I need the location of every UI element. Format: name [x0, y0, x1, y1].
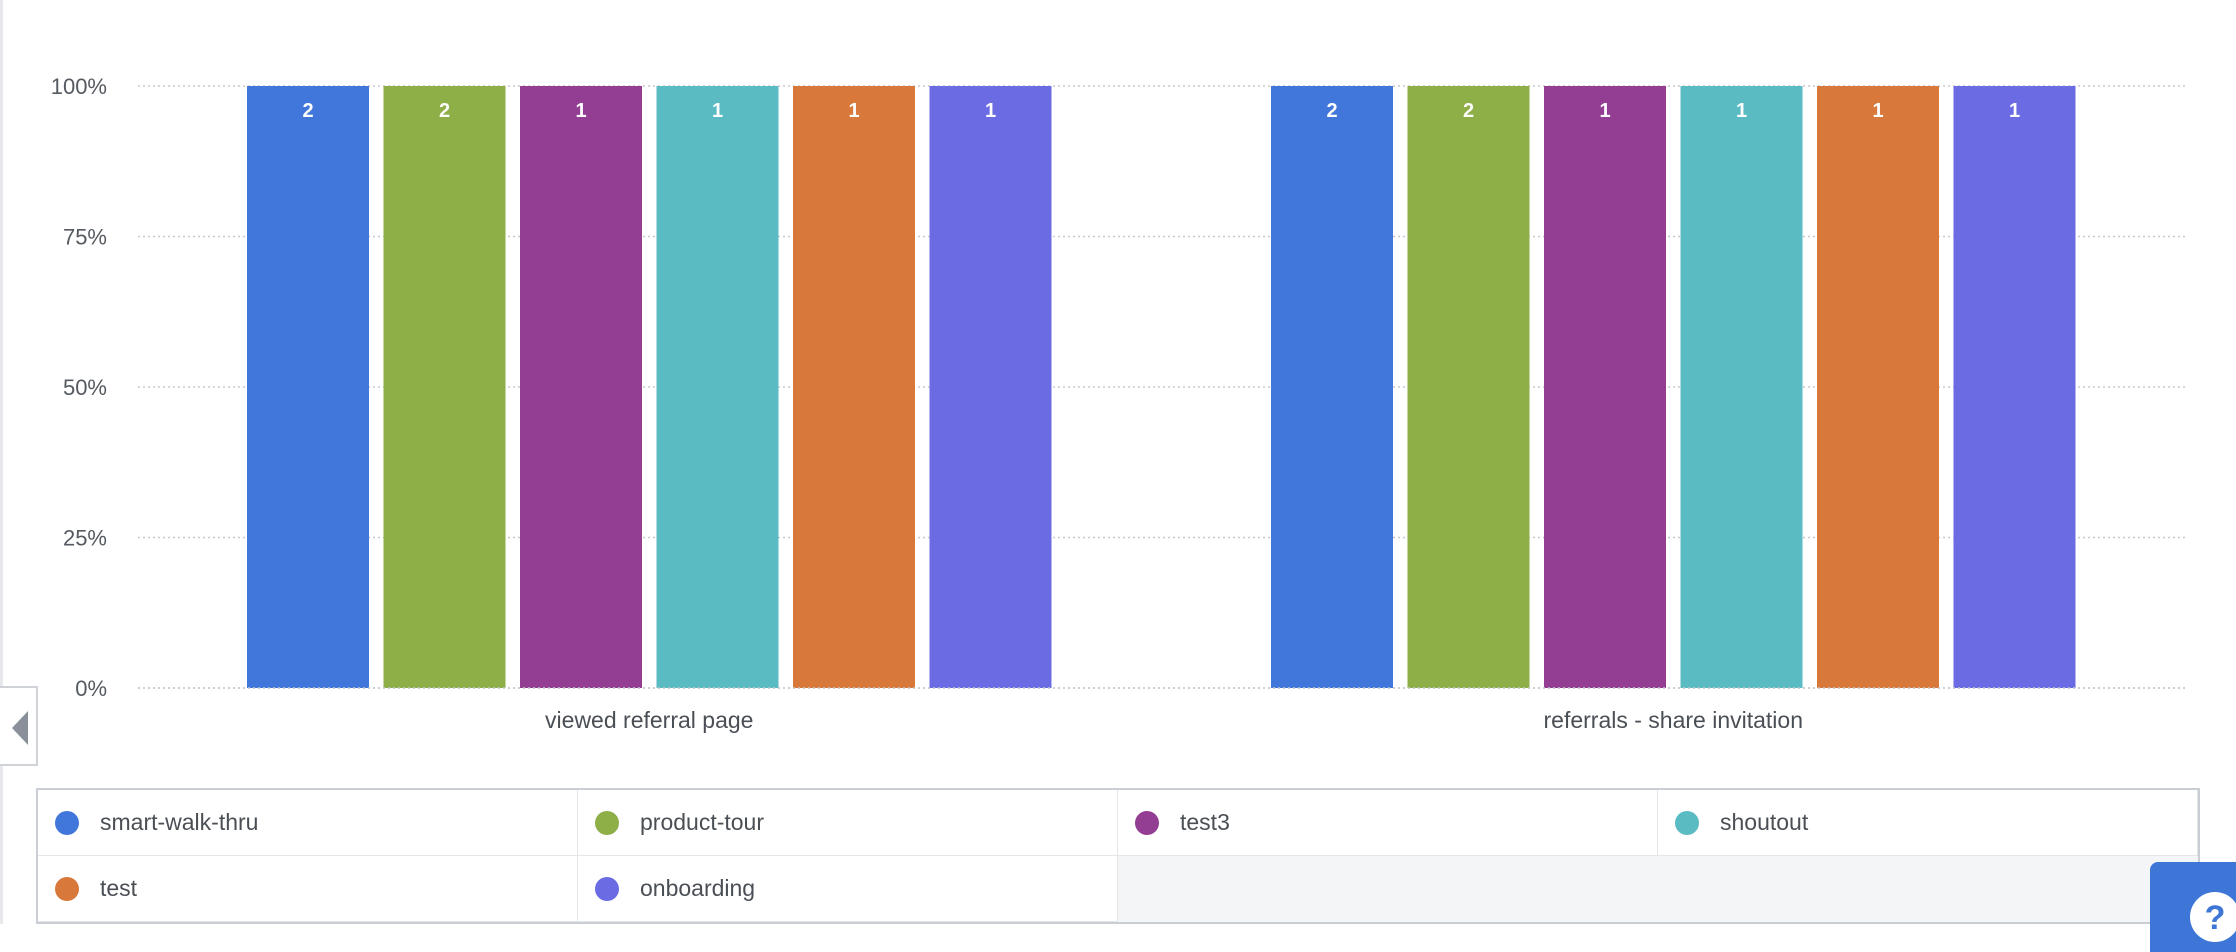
data-label: 1 — [2009, 100, 2020, 122]
x-category-label: referrals - share invitation — [1544, 707, 1804, 733]
y-tick-label: 75% — [63, 225, 107, 250]
chevron-left-icon — [12, 711, 28, 745]
data-label: 2 — [1326, 100, 1337, 122]
collapse-panel-button[interactable] — [0, 686, 38, 766]
data-label: 1 — [1736, 100, 1747, 122]
bar-test3-0 — [520, 86, 642, 688]
legend-swatch — [595, 810, 619, 835]
legend-label: smart-walk-thru — [100, 809, 259, 835]
data-label: 1 — [848, 100, 859, 122]
bar-test-0 — [793, 86, 915, 688]
chart-legend: smart-walk-thru product-tour test3 shoutout… — [36, 788, 2200, 924]
legend-item-shoutout[interactable]: shoutout — [1658, 790, 2198, 856]
data-label: 1 — [575, 100, 586, 122]
data-label: 1 — [712, 100, 723, 122]
legend-label: onboarding — [640, 875, 756, 901]
data-label: 1 — [985, 100, 996, 122]
y-tick-label: 25% — [63, 526, 107, 551]
bar-onboarding-1 — [1953, 86, 2076, 688]
legend-item-test3[interactable]: test3 — [1118, 790, 1658, 856]
help-icon: ? — [2190, 892, 2236, 942]
legend-label: test3 — [1180, 809, 1230, 835]
data-label: 2 — [302, 100, 313, 122]
bar-smart-walk-thru-1 — [1271, 86, 1393, 688]
legend-swatch — [55, 876, 79, 901]
data-label: 2 — [1463, 100, 1474, 122]
legend-swatch — [1135, 810, 1159, 835]
y-tick-label: 50% — [63, 375, 107, 400]
bar-shoutout-1 — [1680, 86, 1803, 688]
data-label: 1 — [1872, 100, 1883, 122]
bar-chart: 0% 25% 50% 75% 100% 2 2 1 1 1 1 viewed referral pag… — [51, 74, 2188, 733]
legend-item-product-tour[interactable]: product-tour — [578, 790, 1118, 856]
legend-label: test — [100, 875, 138, 901]
legend-label: shoutout — [1720, 809, 1809, 835]
legend-item-test[interactable]: test — [38, 856, 578, 922]
y-tick-label: 100% — [51, 74, 107, 99]
bar-shoutout-0 — [656, 86, 779, 688]
x-category-label: viewed referral page — [545, 707, 753, 733]
legend-item-onboarding[interactable]: onboarding — [578, 856, 1118, 922]
data-label: 1 — [1599, 100, 1610, 122]
legend-item-smart-walk-thru[interactable]: smart-walk-thru — [38, 790, 578, 856]
bar-onboarding-0 — [929, 86, 1052, 688]
bar-product-tour-1 — [1407, 86, 1530, 688]
legend-label: product-tour — [640, 809, 765, 835]
help-button[interactable]: ? — [2150, 862, 2236, 952]
y-tick-label: 0% — [75, 676, 107, 701]
bar-test-1 — [1817, 86, 1939, 688]
legend-swatch — [1675, 810, 1699, 835]
bar-test3-1 — [1544, 86, 1666, 688]
bar-product-tour-0 — [383, 86, 506, 688]
bar-smart-walk-thru-0 — [247, 86, 369, 688]
legend-swatch — [595, 876, 619, 901]
data-label: 2 — [439, 100, 450, 122]
legend-swatch — [55, 810, 79, 835]
chart-panel: 0% 25% 50% 75% 100% 2 2 1 1 1 1 viewed referral pag… — [0, 0, 2188, 924]
